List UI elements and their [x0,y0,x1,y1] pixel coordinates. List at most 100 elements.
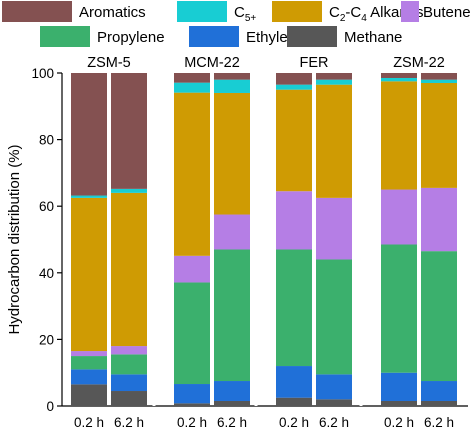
x-tick-label: 6.2 h [319,415,349,430]
bar-group-fer: FER 0.2 h 6.2 h [276,55,352,430]
stacked-bar [276,73,312,406]
bar-segment-methane [111,391,147,406]
bar-segment-c5 [276,84,312,90]
bar-segment-aromatics [421,73,457,80]
bar-segment-alkanes [381,81,417,190]
legend: Aromatics C5+ C2-C4 Alkanes Butene Propylene… [2,1,471,47]
x-tick-label: 6.2 h [114,415,144,430]
y-tick-label: 40 [39,266,54,281]
bar-segment-alkanes [71,197,107,352]
stacked-bar [316,73,352,406]
bar-segment-ethylene [421,381,457,402]
bar-segment-methane [381,401,417,406]
bar-segment-methane [214,401,250,406]
bar-segment-propylene [421,251,457,382]
bar-segment-c5 [421,79,457,83]
bar-segment-alkanes [111,192,147,347]
bar-segment-aromatics [276,73,312,85]
legend-label-propylene: Propylene [97,29,165,46]
y-tick-label: 100 [31,66,54,81]
x-tick-label: 0.2 h [279,415,309,430]
y-tick-label: 80 [39,133,54,148]
panel-label: ZSM-22 [393,55,445,71]
bar-segment-butene [214,214,250,250]
bar-segment-c5 [71,195,107,198]
bar-segment-propylene [276,249,312,367]
y-tick-label: 60 [39,199,54,214]
bar-segment-butene [381,189,417,245]
bar-segment-methane [316,399,352,406]
bar-segment-butene [174,255,210,283]
bar-segment-alkanes [276,89,312,192]
legend-label-butene: Butene [423,4,471,21]
bar-group-mcm-22: MCM-22 0.2 h 6.2 h [174,55,250,430]
bar-segment-butene [421,187,457,252]
bar-segment-c5 [111,188,147,193]
panel-label: MCM-22 [184,55,240,71]
bar-segment-propylene [71,356,107,370]
legend-swatch-c5 [177,1,227,22]
bar-segment-butene [71,351,107,357]
bar-segment-ethylene [276,366,312,398]
legend-swatch-aromatics [2,1,72,22]
bar-segment-propylene [174,282,210,385]
bar-group-zsm-5: ZSM-5 0.2 h 6.2 h [71,55,147,430]
stacked-bar [174,73,210,406]
panel-label: ZSM-5 [87,55,131,71]
legend-swatch-butene [401,1,419,22]
x-tick-label: 6.2 h [217,415,247,430]
bar-segment-propylene [214,249,250,382]
x-tick-label: 6.2 h [424,415,454,430]
bar-segment-ethylene [174,384,210,404]
bars: ZSM-5 0.2 h 6.2 h MCM-22 0.2 h 6.2 h FER 0.2 h 6… [71,55,457,430]
legend-item-c5: C5+ [177,1,256,24]
bar-segment-ethylene [214,381,250,402]
legend-swatch-ethylene [189,26,239,47]
bar-group-zsm-22: ZSM-22 0.2 h 6.2 h [381,55,457,430]
y-tick-label: 0 [46,399,54,414]
bar-segment-aromatics [214,73,250,80]
bar-segment-aromatics [316,73,352,80]
bar-segment-alkanes [421,82,457,188]
bar-segment-c5 [381,77,417,82]
bar-segment-ethylene [71,369,107,385]
bar-segment-propylene [316,259,352,375]
y-axis: 0 20 40 60 80 100 Hydrocarbon distribution (%) [6,66,63,414]
stacked-bar [381,73,417,406]
bar-segment-c5 [316,79,352,85]
bar-segment-alkanes [316,84,352,198]
bar-segment-methane [71,384,107,406]
panel-label: FER [300,55,329,71]
bar-segment-alkanes [174,92,210,256]
legend-label-c5: C5+ [234,4,256,24]
stacked-bar [111,73,147,406]
legend-swatch-propylene [40,26,90,47]
bar-segment-butene [276,191,312,250]
y-tick-label: 20 [39,332,54,347]
bar-segment-c5 [214,79,250,93]
legend-swatch-methane [287,26,337,47]
y-axis-label: Hydrocarbon distribution (%) [6,144,23,334]
bar-segment-aromatics [381,73,417,78]
legend-item-alkanes: C2-C4 Alkanes [272,1,424,24]
stacked-bar [214,73,250,406]
bar-segment-methane [174,403,210,406]
bar-segment-ethylene [111,374,147,392]
bar-segment-aromatics [111,73,147,189]
legend-item-propylene: Propylene [40,26,165,47]
bar-segment-aromatics [174,73,210,83]
bar-segment-alkanes [214,92,250,215]
bar-segment-propylene [111,354,147,375]
bar-segment-aromatics [71,73,107,196]
legend-item-butene: Butene [401,1,471,22]
legend-item-methane: Methane [287,26,402,47]
bar-segment-methane [276,397,312,406]
x-tick-label: 0.2 h [74,415,104,430]
bar-segment-butene [316,197,352,260]
bar-segment-ethylene [381,372,417,402]
legend-label-methane: Methane [344,29,402,46]
stacked-bar [71,73,107,406]
bar-segment-butene [111,346,147,355]
